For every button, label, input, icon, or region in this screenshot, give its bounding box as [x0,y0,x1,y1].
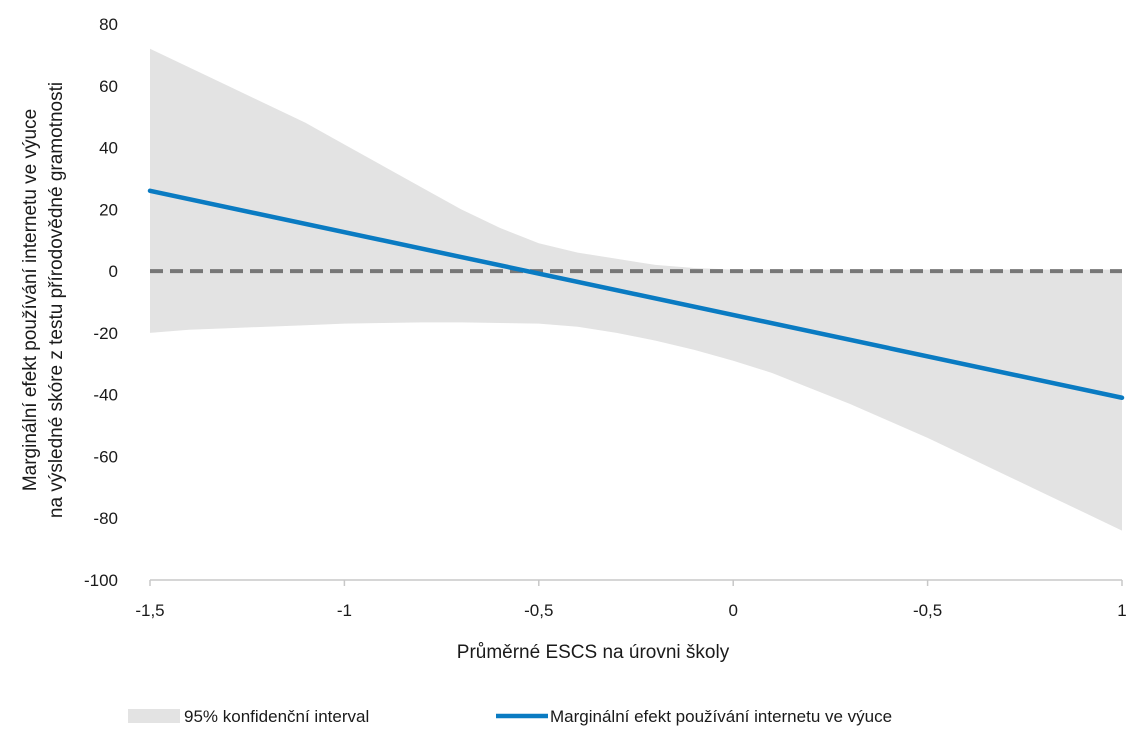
legend-swatch-confidence-interval [128,709,180,723]
x-tick-label: -1 [337,601,352,620]
y-tick-label: -100 [84,571,118,590]
legend-label-confidence-interval: 95% konfidenční interval [184,707,369,726]
y-tick-label: 80 [99,15,118,34]
y-tick-label: -20 [93,324,118,343]
y-tick-label: 20 [99,200,118,219]
y-tick-label: 40 [99,139,118,158]
y-tick-label: 0 [109,262,118,281]
y-axis-ticks: 80 60 40 20 0 -20 -40 -60 -80 -100 [84,15,118,590]
x-tick-label: 1 [1117,601,1126,620]
x-axis-title: Průměrné ESCS na úrovni školy [457,642,730,663]
x-tick-label: -1,5 [135,601,164,620]
x-tick-label: 0 [728,601,737,620]
x-tick-label: -0,5 [913,601,942,620]
x-axis-ticks: -1,5 -1 -0,5 0 -0,5 1 [135,580,1126,620]
legend-label-marginal-effect: Marginální efekt používání internetu ve … [550,707,892,726]
y-axis-title-line-1: Marginální efekt používání internetu ve … [20,109,41,491]
y-tick-label: -80 [93,509,118,528]
y-axis-title-line-2: na výsledné skóre z testu přírodovědné g… [46,82,67,518]
y-tick-label: -40 [93,386,118,405]
x-tick-label: -0,5 [524,601,553,620]
y-axis-title: Marginální efekt používání internetu ve … [20,82,67,518]
plot-area [147,48,1125,581]
confidence-interval-band [150,48,1122,531]
y-tick-label: 60 [99,77,118,96]
legend: 95% konfidenční interval Marginální efek… [128,707,892,726]
marginal-effect-line [147,188,1125,401]
y-tick-label: -60 [93,447,118,466]
